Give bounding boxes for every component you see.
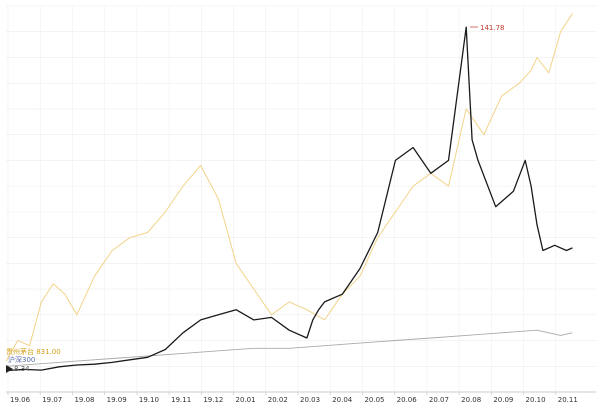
x-tick-label: 20.11 xyxy=(558,396,578,404)
x-tick-label: 20.02 xyxy=(268,396,288,404)
x-axis-ticks: 19.06 19.07 19.08 19.09 19.10 19.11 19.12 20.01… xyxy=(7,392,578,404)
x-tick-label: 19.10 xyxy=(139,396,159,404)
x-tick-label: 19.07 xyxy=(42,396,62,404)
horizontal-gridlines xyxy=(6,5,596,367)
x-tick-label: 19.12 xyxy=(203,396,223,404)
x-tick-label: 20.10 xyxy=(526,396,546,404)
vertical-gridlines xyxy=(7,6,557,392)
start-marker-icon xyxy=(6,365,13,373)
x-tick-label: 19.11 xyxy=(171,396,191,404)
x-tick-label: 20.07 xyxy=(429,396,449,404)
x-tick-label: 20.01 xyxy=(236,396,256,404)
x-tick-label: 20.08 xyxy=(461,396,481,404)
max-value-label: 141.78 xyxy=(480,24,505,32)
x-tick-label: 20.06 xyxy=(397,396,418,404)
series-layer xyxy=(5,13,573,372)
start-value-label: 8.34 xyxy=(14,365,30,373)
x-tick-label: 20.03 xyxy=(300,396,320,404)
series-line-tertiary xyxy=(5,329,573,367)
x-tick-label: 19.08 xyxy=(74,396,94,404)
x-tick-label: 20.09 xyxy=(493,396,513,404)
legend-label-primary: 贵州茅台 831.00 xyxy=(6,347,61,356)
series-line-secondary xyxy=(5,13,573,362)
legend-label-secondary: 沪深300 xyxy=(8,355,35,364)
x-tick-label: 20.04 xyxy=(332,396,353,404)
x-tick-label: 20.05 xyxy=(364,396,384,404)
series-line-primary xyxy=(5,26,573,372)
x-tick-label: 19.06 xyxy=(10,396,31,404)
x-tick-label: 19.09 xyxy=(107,396,127,404)
